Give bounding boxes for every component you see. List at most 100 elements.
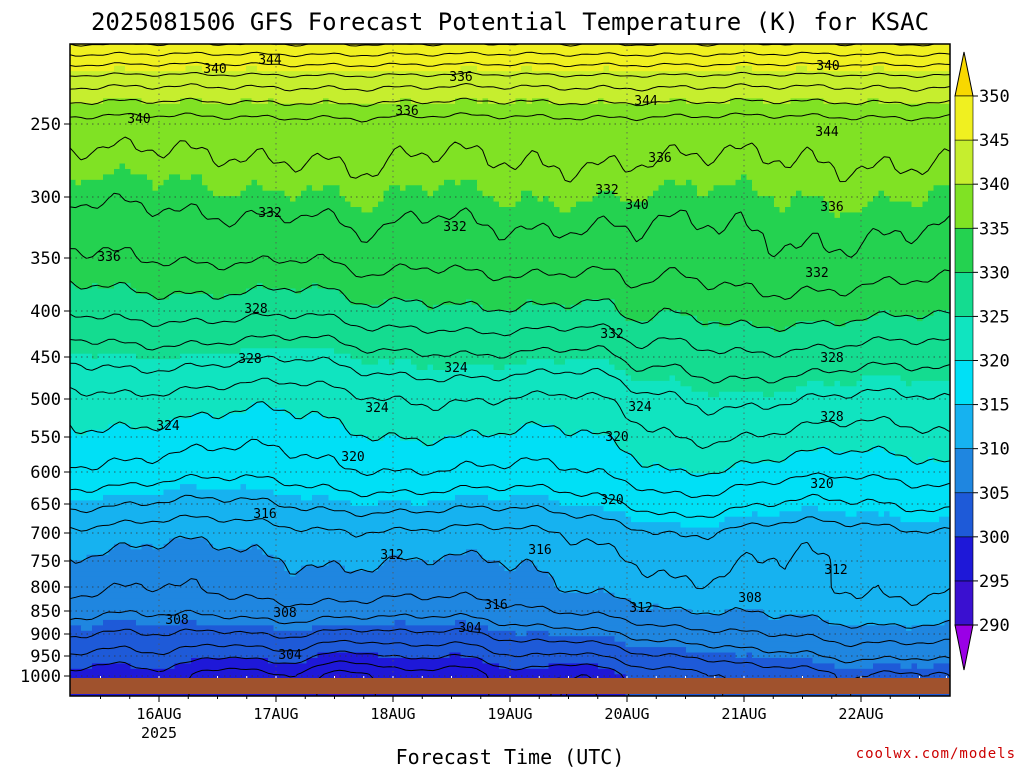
- contour-labels: 340 344 336 340 336 344 340 336 332 344 340 336 332 3…: [97, 53, 847, 663]
- contour-label-28: 320: [600, 493, 623, 508]
- contour-label-14: 336: [97, 250, 120, 265]
- y-tick-label-650: 650: [30, 495, 61, 515]
- contour-label-15: 332: [805, 266, 828, 281]
- contour-304: [70, 628, 950, 696]
- contour-314: [70, 494, 950, 541]
- contour-label-17: 332: [600, 327, 623, 342]
- contour-344: [70, 71, 950, 78]
- colorbar-label-320: 320: [979, 352, 1010, 372]
- contour-324: [70, 355, 950, 416]
- x-tick-label-20AUG: 20AUG: [604, 705, 649, 723]
- potential-temperature-fill: [70, 44, 950, 696]
- x-tick-label-16AUG: 16AUG: [136, 705, 181, 723]
- contour-label-18: 328: [820, 351, 843, 366]
- x-tick-label-21AUG: 21AUG: [721, 705, 766, 723]
- contour-label-33: 308: [738, 591, 761, 606]
- contour-312: [70, 514, 950, 606]
- contour-label-4: 336: [395, 104, 418, 119]
- y-tick-label-550: 550: [30, 428, 61, 448]
- contour-label-8: 332: [595, 183, 618, 198]
- colorbar-label-295: 295: [979, 572, 1010, 592]
- colorbar-label-325: 325: [979, 307, 1010, 327]
- colorbar-band-315: [954, 360, 974, 405]
- grid-lines: [67, 44, 950, 696]
- contour-label-10: 340: [625, 198, 648, 213]
- contour-label-24: 324: [365, 401, 389, 416]
- contour-label-12: 332: [258, 206, 281, 221]
- colorbar-label-315: 315: [979, 396, 1010, 416]
- contour-label-7: 336: [648, 151, 671, 166]
- contour-label-38: 304: [458, 621, 482, 636]
- contour-label-29: 316: [253, 507, 276, 522]
- contour-label-27: 320: [341, 450, 364, 465]
- contour-308: [70, 578, 950, 648]
- contour-label-0: 340: [203, 62, 226, 77]
- contour-338: [70, 112, 950, 123]
- colorbar-band-335: [954, 183, 974, 229]
- x-tick-label-22AUG: 22AUG: [838, 705, 883, 723]
- colorbar-band-345: [954, 95, 974, 141]
- contour-322: [70, 377, 950, 449]
- contour-label-26: 320: [810, 477, 833, 492]
- colorbar-band-305: [954, 448, 974, 494]
- colorbar-band-295: [954, 536, 974, 582]
- contour-336: [70, 136, 950, 183]
- contour-326: [70, 334, 950, 384]
- colorbar-label-345: 345: [979, 131, 1010, 151]
- colorbar-label-310: 310: [979, 440, 1010, 460]
- contour-300: [70, 650, 630, 696]
- x-axis-label: Forecast Time (UTC): [396, 745, 625, 768]
- contour-label-35: 312: [629, 601, 652, 616]
- contour-318: [70, 438, 950, 498]
- y-tick-label-600: 600: [30, 463, 61, 483]
- contour-342: [70, 83, 950, 92]
- contour-346: [70, 61, 950, 68]
- contour-316: [70, 473, 950, 518]
- y-tick-label-250: 250: [30, 115, 61, 135]
- colorbar-label-330: 330: [979, 263, 1010, 283]
- contour-320: [70, 401, 950, 477]
- contour-330: [70, 280, 950, 332]
- colorbar-band-325: [954, 272, 974, 317]
- contour-332: [70, 247, 950, 300]
- contour-label-32: 312: [824, 563, 847, 578]
- y-axis: 250 300 350 400 450 500 550 600 650 700 750 800 850 9…: [20, 115, 70, 687]
- x-tick-label-17AUG: 17AUG: [253, 705, 298, 723]
- x-tick-label-18AUG: 18AUG: [370, 705, 415, 723]
- y-tick-label-300: 300: [30, 188, 61, 208]
- contour-label-11: 336: [820, 200, 843, 215]
- contour-label-22: 328: [820, 410, 843, 425]
- contour-label-5: 344: [634, 94, 658, 109]
- contour-340: [70, 97, 950, 107]
- contour-label-13: 332: [443, 220, 466, 235]
- y-tick-label-850: 850: [30, 602, 61, 622]
- colorbar-label-300: 300: [979, 528, 1010, 548]
- y-tick-label-500: 500: [30, 390, 61, 410]
- colorbar-label-305: 305: [979, 484, 1010, 504]
- x-tick-year-label: 2025: [141, 724, 177, 742]
- contour-label-20: 324: [444, 361, 468, 376]
- colorbar-band-300: [954, 492, 974, 538]
- colorbar-bottom-arrow: [954, 624, 974, 671]
- contour-label-21: 324: [628, 400, 652, 415]
- y-tick-label-700: 700: [30, 524, 61, 544]
- y-tick-label-350: 350: [30, 249, 61, 269]
- contour-label-3: 340: [127, 112, 150, 127]
- colorbar-band-320: [954, 316, 974, 361]
- y-tick-label-1000: 1000: [20, 667, 61, 687]
- colorbar-band-340: [954, 139, 974, 185]
- contour-328: [70, 312, 950, 358]
- contour-label-34: 316: [484, 598, 507, 613]
- contour-label-6: 340: [816, 59, 839, 74]
- contour-label-36: 308: [165, 613, 188, 628]
- contour-label-30: 316: [528, 543, 551, 558]
- y-tick-label-400: 400: [30, 302, 61, 322]
- contour-334: [70, 192, 950, 258]
- colorbar-band-290: [954, 580, 974, 626]
- y-tick-label-750: 750: [30, 552, 61, 572]
- surface-ground-bar: [70, 678, 950, 694]
- contour-label-25: 320: [605, 430, 628, 445]
- colorbar-band-310: [954, 404, 974, 449]
